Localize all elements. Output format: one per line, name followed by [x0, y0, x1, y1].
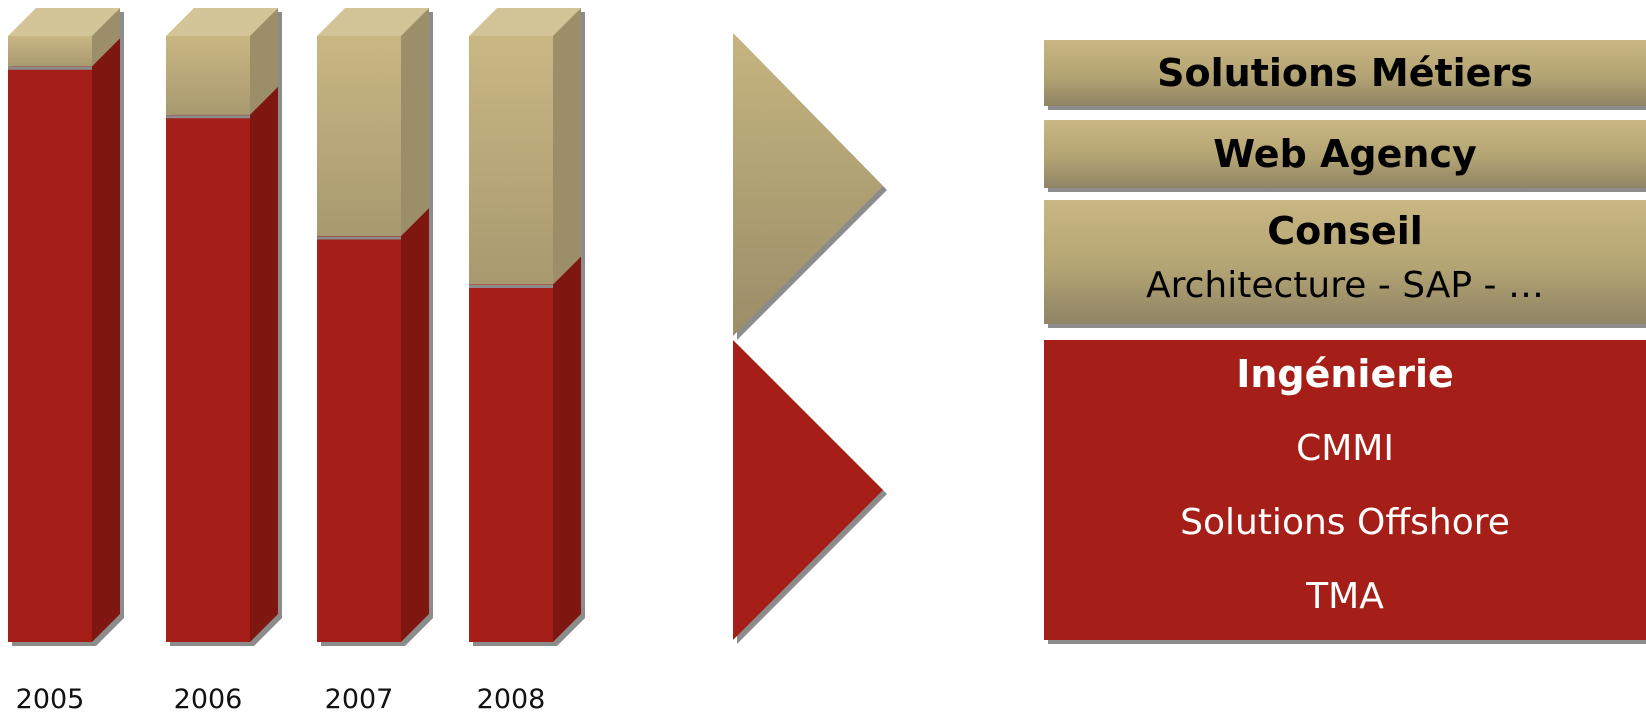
bar-segment-red-side	[401, 207, 429, 643]
bar-segment-gold-side	[401, 8, 429, 236]
bar-segment-gold-side	[92, 8, 120, 67]
bar-segment-gold-side	[553, 8, 581, 285]
year-label-2007: 2007	[325, 684, 394, 713]
segment-subtitle: Architecture - SAP - …	[1145, 265, 1544, 306]
bar-segment-gold	[317, 36, 401, 236]
lower-arrow-icon	[733, 340, 883, 640]
segment-item-cmmi: CMMI	[1296, 428, 1394, 469]
bar-segment-gold	[8, 36, 92, 67]
bar-segment-gold-side	[250, 8, 278, 115]
bar-2008	[469, 8, 585, 646]
arrow-indicators	[733, 33, 887, 644]
bars-layer	[8, 8, 585, 646]
stacked-bar-chart: 2005 2006 2007 2008	[8, 8, 585, 713]
bar-segment-red-side	[250, 86, 278, 642]
bar-segment-red	[469, 284, 553, 642]
segment-title: Ingénierie	[1236, 352, 1454, 396]
year-label-2008: 2008	[477, 684, 546, 713]
bar-top	[8, 8, 120, 36]
year-labels: 2005 2006 2007 2008	[16, 684, 546, 713]
segment-title: Web Agency	[1213, 132, 1477, 176]
year-label-2006: 2006	[174, 684, 243, 713]
bar-segment-red	[317, 235, 401, 643]
bar-2006	[166, 8, 282, 646]
segment-title: Solutions Métiers	[1157, 51, 1533, 95]
segment-web-agency: Web Agency	[1044, 120, 1646, 188]
bar-segment-gold	[469, 36, 553, 285]
bar-segment-red	[166, 114, 250, 642]
bar-segment-red-side	[553, 256, 581, 642]
segment-solutions-metiers: Solutions Métiers	[1044, 40, 1646, 106]
year-label-2005: 2005	[16, 684, 85, 713]
bar-segment-red	[8, 66, 92, 643]
segment-ingenierie: Ingénierie CMMI Solutions Offshore TMA	[1044, 340, 1646, 640]
upper-arrow-icon	[733, 33, 883, 336]
bar-segment-red-side	[92, 38, 120, 643]
segment-title: Conseil	[1267, 209, 1423, 253]
bar-segment-gold	[166, 36, 250, 115]
segment-item-tma: TMA	[1306, 576, 1384, 617]
bar-top	[317, 8, 429, 36]
segment-conseil: Conseil Architecture - SAP - …	[1044, 200, 1646, 324]
bar-top	[469, 8, 581, 36]
bar-top	[166, 8, 278, 36]
segment-item-solutions-offshore: Solutions Offshore	[1180, 502, 1510, 543]
bar-2007	[317, 8, 433, 646]
bar-2005	[8, 8, 124, 646]
